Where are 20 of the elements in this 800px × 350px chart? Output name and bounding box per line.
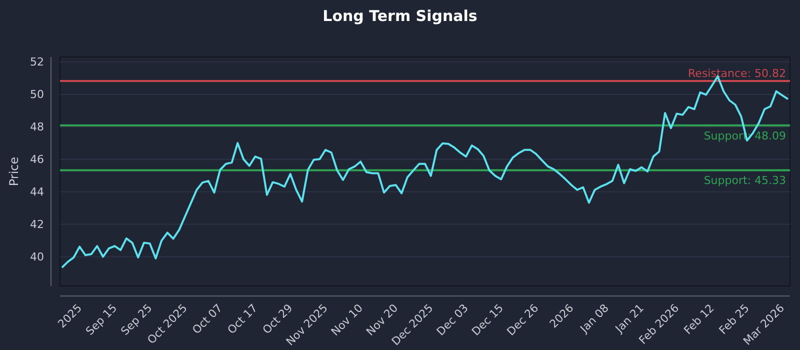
y-tick-label: 52: [30, 56, 44, 69]
y-tick-label: 46: [30, 153, 44, 166]
x-tick-label: Feb 12: [681, 302, 717, 337]
x-tick-label: Sep 15: [83, 302, 120, 338]
y-tick-label: 50: [30, 88, 44, 102]
x-tick-label: Dec 26: [504, 302, 542, 338]
y-tick-label: 40: [30, 250, 44, 264]
y-tick-label: 48: [30, 120, 44, 134]
x-tick-label: Dec 03: [434, 302, 471, 338]
y-axis-title: Price: [7, 156, 21, 186]
chart-title: Long Term Signals: [322, 7, 478, 25]
y-tick-label: 44: [30, 186, 44, 199]
ref-line-label: Support: 45.33: [704, 174, 786, 188]
x-tick-label: Oct 17: [225, 302, 260, 337]
x-tick-label: Jan 08: [577, 302, 612, 336]
x-tick-label: Dec 15: [469, 302, 506, 338]
x-tick-label: Oct 07: [190, 302, 225, 337]
ref-line-label: Resistance: 50.82: [688, 67, 786, 80]
y-tick-label: 42: [30, 218, 44, 232]
x-tick-label: Nov 10: [328, 302, 366, 338]
